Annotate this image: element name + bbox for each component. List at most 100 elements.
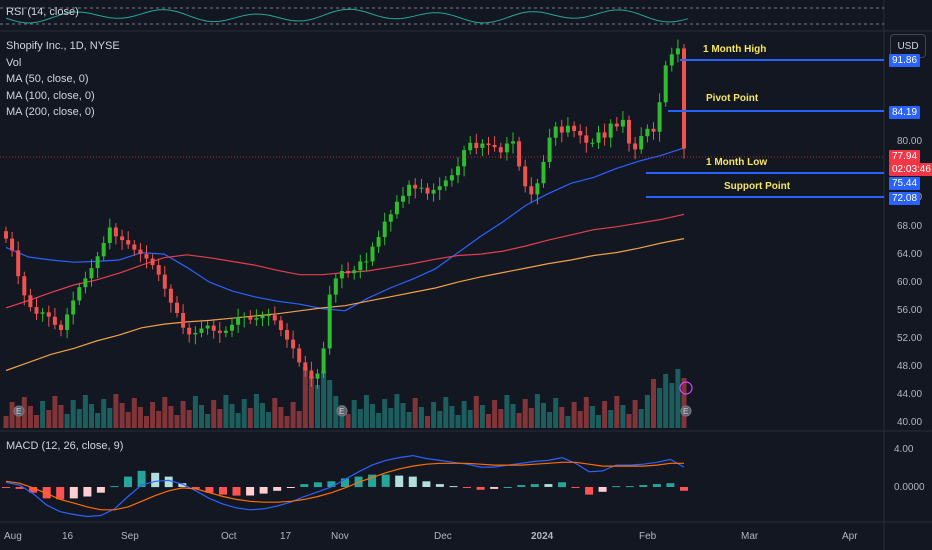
volume-bar xyxy=(663,374,669,428)
candle-body xyxy=(669,54,674,66)
volume-bar xyxy=(82,395,88,428)
earnings-marker xyxy=(13,405,25,417)
volume-bar xyxy=(107,408,113,428)
macd-histogram-bar xyxy=(652,484,661,487)
price-axis-tick: 68.00 xyxy=(897,221,922,232)
x-axis-tick: 16 xyxy=(62,531,74,542)
macd-histogram-bar xyxy=(612,486,621,488)
candle-body xyxy=(529,186,534,195)
support-point-label: Support Point xyxy=(724,181,791,192)
volume-bar xyxy=(125,412,131,428)
candle-body xyxy=(449,175,454,181)
candle-body xyxy=(407,184,412,196)
rsi-legend[interactable]: RSI (14, close) xyxy=(6,4,79,21)
earnings-marker-label: E xyxy=(16,407,21,416)
candle-body xyxy=(52,316,57,325)
macd-line xyxy=(5,454,685,518)
macd-histogram-bar xyxy=(476,487,485,490)
macd-histogram-bar xyxy=(598,487,607,492)
volume-bar xyxy=(516,413,522,428)
candle-body xyxy=(675,48,680,55)
macd-histogram-bar xyxy=(530,484,539,487)
candle-body xyxy=(89,268,94,279)
candle-body xyxy=(364,261,369,263)
candle-body xyxy=(480,143,485,148)
price-axis-tick: 80.00 xyxy=(897,136,922,147)
macd-histogram-bar xyxy=(96,487,105,493)
candle-body xyxy=(77,287,82,301)
candle-body xyxy=(211,325,216,331)
ma200-label[interactable]: MA (200, close, 0) xyxy=(6,106,95,118)
macd-histogram-bar xyxy=(56,487,65,500)
volume-bar xyxy=(70,400,76,428)
high-price-label: 91.86 xyxy=(889,54,921,67)
split-marker-icon xyxy=(679,381,693,395)
vol-label[interactable]: Vol xyxy=(6,56,22,69)
candle-body xyxy=(651,128,656,132)
volume-bar xyxy=(492,400,498,428)
volume-bar xyxy=(638,409,644,428)
candle-body xyxy=(181,313,186,328)
volume-bar xyxy=(559,407,565,428)
ma50-label[interactable]: MA (50, close, 0) xyxy=(6,73,89,85)
macd-histogram-bar xyxy=(395,475,404,487)
symbol-label[interactable]: Shopify Inc., 1D, NYSE xyxy=(6,40,120,52)
macd-axis-tick: 4.00 xyxy=(894,444,914,455)
candle-body xyxy=(303,362,308,371)
macd-axis-tick: 0.0000 xyxy=(894,482,925,493)
macd-histogram-bar xyxy=(313,482,322,488)
volume-bar xyxy=(284,416,290,428)
volume-bar xyxy=(34,415,39,428)
volume-bar xyxy=(15,411,21,428)
volume-bar xyxy=(272,398,278,428)
ma100-label[interactable]: MA (100, close, 0) xyxy=(6,89,95,102)
candle-body xyxy=(272,315,277,321)
candle-body xyxy=(217,330,222,333)
x-axis-tick: Mar xyxy=(741,531,759,542)
volume-bar xyxy=(534,394,540,428)
candle-body xyxy=(468,142,473,151)
volume-bar xyxy=(602,401,608,428)
candle-body xyxy=(419,187,424,189)
volume-bar xyxy=(211,400,217,428)
candle-body xyxy=(113,227,118,237)
candle-body xyxy=(297,348,302,363)
candle-body xyxy=(107,227,112,243)
volume-bar xyxy=(681,378,687,428)
volume-bar xyxy=(541,403,546,428)
price-axis-tick: 44.00 xyxy=(897,389,922,400)
macd-histogram-bar xyxy=(571,487,580,488)
candle-body xyxy=(65,314,70,330)
candle-body xyxy=(663,65,668,103)
volume-bar xyxy=(52,396,58,428)
macd-legend[interactable]: MACD (12, 26, close, 9) xyxy=(6,438,123,455)
month-high-label: 1 Month High xyxy=(703,44,766,55)
candle-body xyxy=(486,143,491,145)
candle-body xyxy=(162,274,167,289)
volume-bar xyxy=(235,413,241,428)
macd-histogram-bar xyxy=(83,487,92,497)
candle-body xyxy=(608,123,613,138)
volume-bar xyxy=(168,406,174,428)
earnings-marker xyxy=(336,405,348,417)
volume-bar xyxy=(657,388,663,428)
volume-bar xyxy=(626,414,632,428)
candle-body xyxy=(138,249,143,254)
volume-bar xyxy=(266,412,272,428)
volume-bar xyxy=(229,404,235,428)
annotations: 1 Month High Pivot Point 1 Month Low Suppor… xyxy=(13,44,884,417)
volume-bar xyxy=(522,399,528,428)
volume-bar xyxy=(644,395,650,428)
volume-bar xyxy=(486,414,491,428)
candle-body xyxy=(321,348,326,374)
volume-bar xyxy=(669,383,675,428)
macd-histogram-bar xyxy=(381,474,390,487)
candle-body xyxy=(584,135,589,143)
volume-bar xyxy=(296,411,302,428)
volume-bar xyxy=(260,403,265,428)
candle-body xyxy=(242,316,247,318)
macd-label: MACD (12, 26, close, 9) xyxy=(6,440,124,452)
volume-bar xyxy=(651,379,656,428)
volume-bar xyxy=(58,405,64,428)
